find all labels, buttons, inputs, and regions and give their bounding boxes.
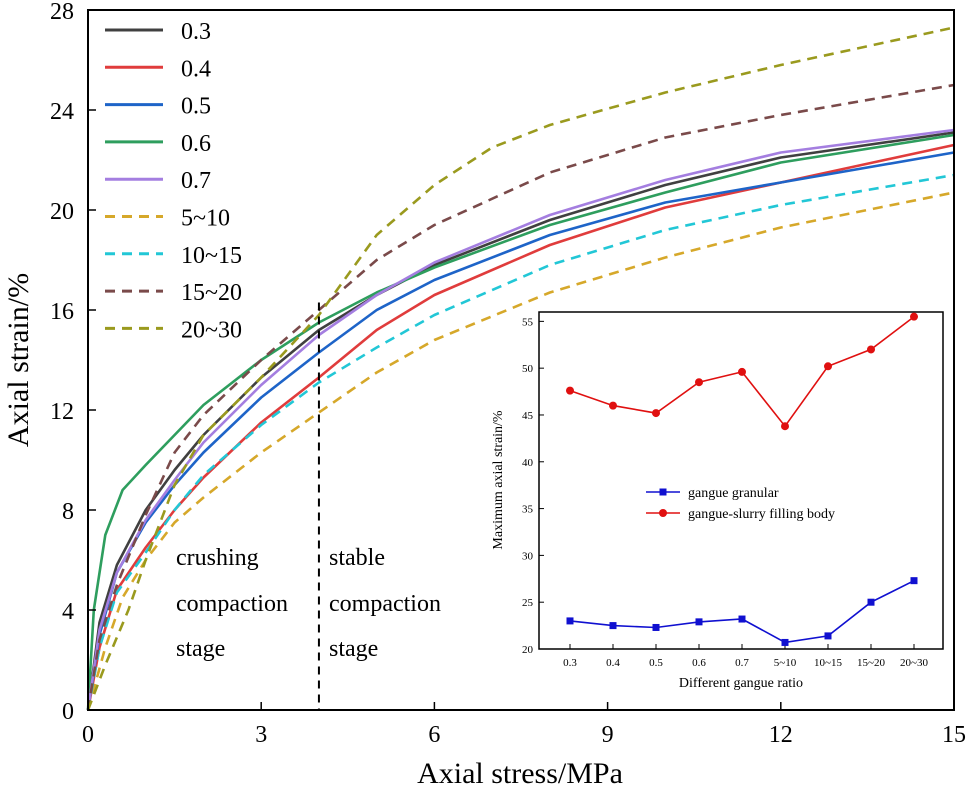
inset-marker-filling-body bbox=[867, 345, 875, 354]
y-tick-label: 8 bbox=[62, 499, 74, 525]
series-line-10-15 bbox=[86, 173, 955, 711]
inset-plot-frame bbox=[538, 311, 944, 650]
inset-marker-granular bbox=[781, 638, 789, 646]
main-legend: 0.3 0.4 0.5 0.6 0.7 5~10 10~15 15~20 20~30 bbox=[105, 19, 242, 343]
main-plot-frame bbox=[87, 9, 955, 711]
inset-y-axis-title: Maximum axial strain/% bbox=[491, 410, 506, 550]
inset-chart: 0.3 0.4 0.5 0.6 0.7 5~10 10~15 15~20 20~30 20 25 30… bbox=[491, 311, 944, 691]
inset-marker-granular bbox=[824, 632, 832, 640]
legend-label-10-15: 10~15 bbox=[181, 243, 242, 269]
inset-x-tick-label: 0.4 bbox=[606, 657, 620, 669]
inset-marker-filling-body bbox=[695, 378, 703, 387]
crushing-line-2: compaction bbox=[176, 591, 288, 617]
x-axis-title: Axial stress/MPa bbox=[417, 757, 623, 790]
legend-label-5-10: 5~10 bbox=[181, 206, 230, 232]
inset-legend-label: gangue granular bbox=[688, 486, 779, 501]
inset-marker-filling-body bbox=[910, 312, 918, 321]
inset-y-tick-label: 30 bbox=[522, 550, 534, 562]
stable-line-2: compaction bbox=[329, 591, 441, 617]
main-axis-ticks: 0 3 6 9 12 15 0 4 8 12 16 20 24 28 bbox=[50, 0, 966, 748]
y-tick-label: 20 bbox=[50, 199, 74, 225]
crushing-line-1: crushing bbox=[176, 545, 259, 571]
legend-label-0.4: 0.4 bbox=[181, 56, 211, 82]
stable-stage-annotation: stable compaction stage bbox=[329, 545, 441, 662]
inset-legend-marker bbox=[659, 509, 667, 517]
stable-line-1: stable bbox=[329, 545, 385, 571]
y-axis-title: Axial strain/% bbox=[2, 273, 35, 447]
x-tick-label: 6 bbox=[428, 722, 440, 748]
inset-marker-granular bbox=[738, 615, 746, 623]
y-tick-label: 0 bbox=[62, 699, 74, 725]
legend-label-0.5: 0.5 bbox=[181, 94, 211, 120]
series-line-0.7 bbox=[86, 128, 955, 711]
inset-x-tick-label: 0.3 bbox=[563, 657, 577, 669]
legend-label-15-20: 15~20 bbox=[181, 280, 242, 306]
inset-marker-filling-body bbox=[781, 422, 789, 431]
legend-label-0.6: 0.6 bbox=[181, 131, 211, 157]
x-tick-label: 3 bbox=[255, 722, 267, 748]
x-tick-label: 12 bbox=[769, 722, 793, 748]
y-tick-label: 28 bbox=[50, 0, 74, 25]
y-tick-label: 12 bbox=[50, 399, 74, 425]
inset-marker-granular bbox=[910, 577, 918, 585]
series-line-5-10 bbox=[86, 191, 955, 711]
inset-y-tick-label: 45 bbox=[522, 410, 534, 422]
inset-y-tick-label: 35 bbox=[522, 504, 534, 516]
inset-marker-filling-body bbox=[609, 401, 617, 410]
inset-marker-granular bbox=[867, 598, 875, 606]
inset-y-tick-label: 20 bbox=[522, 644, 534, 656]
series-line-0.3 bbox=[86, 131, 955, 711]
inset-marker-filling-body bbox=[652, 409, 660, 418]
y-tick-label: 4 bbox=[62, 599, 74, 625]
x-tick-label: 9 bbox=[602, 722, 614, 748]
inset-x-tick-label: 15~20 bbox=[857, 657, 885, 669]
series-line-0.4 bbox=[86, 143, 955, 711]
inset-x-tick-label: 20~30 bbox=[900, 657, 928, 669]
inset-y-tick-label: 25 bbox=[522, 597, 534, 609]
legend-label-20-30: 20~30 bbox=[181, 317, 242, 343]
inset-marker-granular bbox=[652, 623, 660, 631]
inset-x-tick-label: 5~10 bbox=[774, 657, 797, 669]
series-line-15-20 bbox=[86, 83, 955, 711]
inset-axis-ticks: 0.3 0.4 0.5 0.6 0.7 5~10 10~15 15~20 20~30 20 25 30… bbox=[522, 316, 928, 669]
inset-series-group bbox=[566, 312, 918, 646]
inset-y-tick-label: 55 bbox=[522, 316, 534, 328]
inset-marker-filling-body bbox=[566, 386, 574, 395]
y-tick-label: 24 bbox=[50, 99, 74, 125]
x-tick-label: 0 bbox=[82, 722, 94, 748]
crushing-stage-annotation: crushing compaction stage bbox=[176, 545, 288, 662]
inset-x-tick-label: 0.5 bbox=[649, 657, 663, 669]
legend-label-0.3: 0.3 bbox=[181, 19, 211, 45]
inset-legend-marker bbox=[659, 488, 667, 496]
series-line-20-30 bbox=[86, 26, 955, 711]
inset-marker-granular bbox=[695, 618, 703, 626]
inset-y-tick-label: 50 bbox=[522, 363, 534, 375]
inset-y-tick-label: 40 bbox=[522, 457, 534, 469]
x-tick-label: 15 bbox=[942, 722, 966, 748]
y-tick-label: 16 bbox=[50, 299, 74, 325]
inset-x-tick-label: 10~15 bbox=[814, 657, 842, 669]
inset-marker-filling-body bbox=[824, 362, 832, 371]
inset-x-tick-label: 0.7 bbox=[735, 657, 749, 669]
inset-marker-granular bbox=[609, 622, 617, 630]
inset-marker-filling-body bbox=[738, 367, 746, 376]
crushing-line-3: stage bbox=[176, 636, 225, 662]
main-series-group bbox=[86, 26, 955, 711]
inset-x-axis-title: Different gangue ratio bbox=[679, 676, 803, 691]
stable-line-3: stage bbox=[329, 636, 378, 662]
inset-legend-label: gangue-slurry filling body bbox=[688, 507, 835, 522]
inset-marker-granular bbox=[566, 617, 574, 625]
legend-label-0.7: 0.7 bbox=[181, 168, 211, 194]
inset-legend: gangue granular gangue-slurry filling bod… bbox=[646, 486, 835, 522]
inset-x-tick-label: 0.6 bbox=[692, 657, 706, 669]
